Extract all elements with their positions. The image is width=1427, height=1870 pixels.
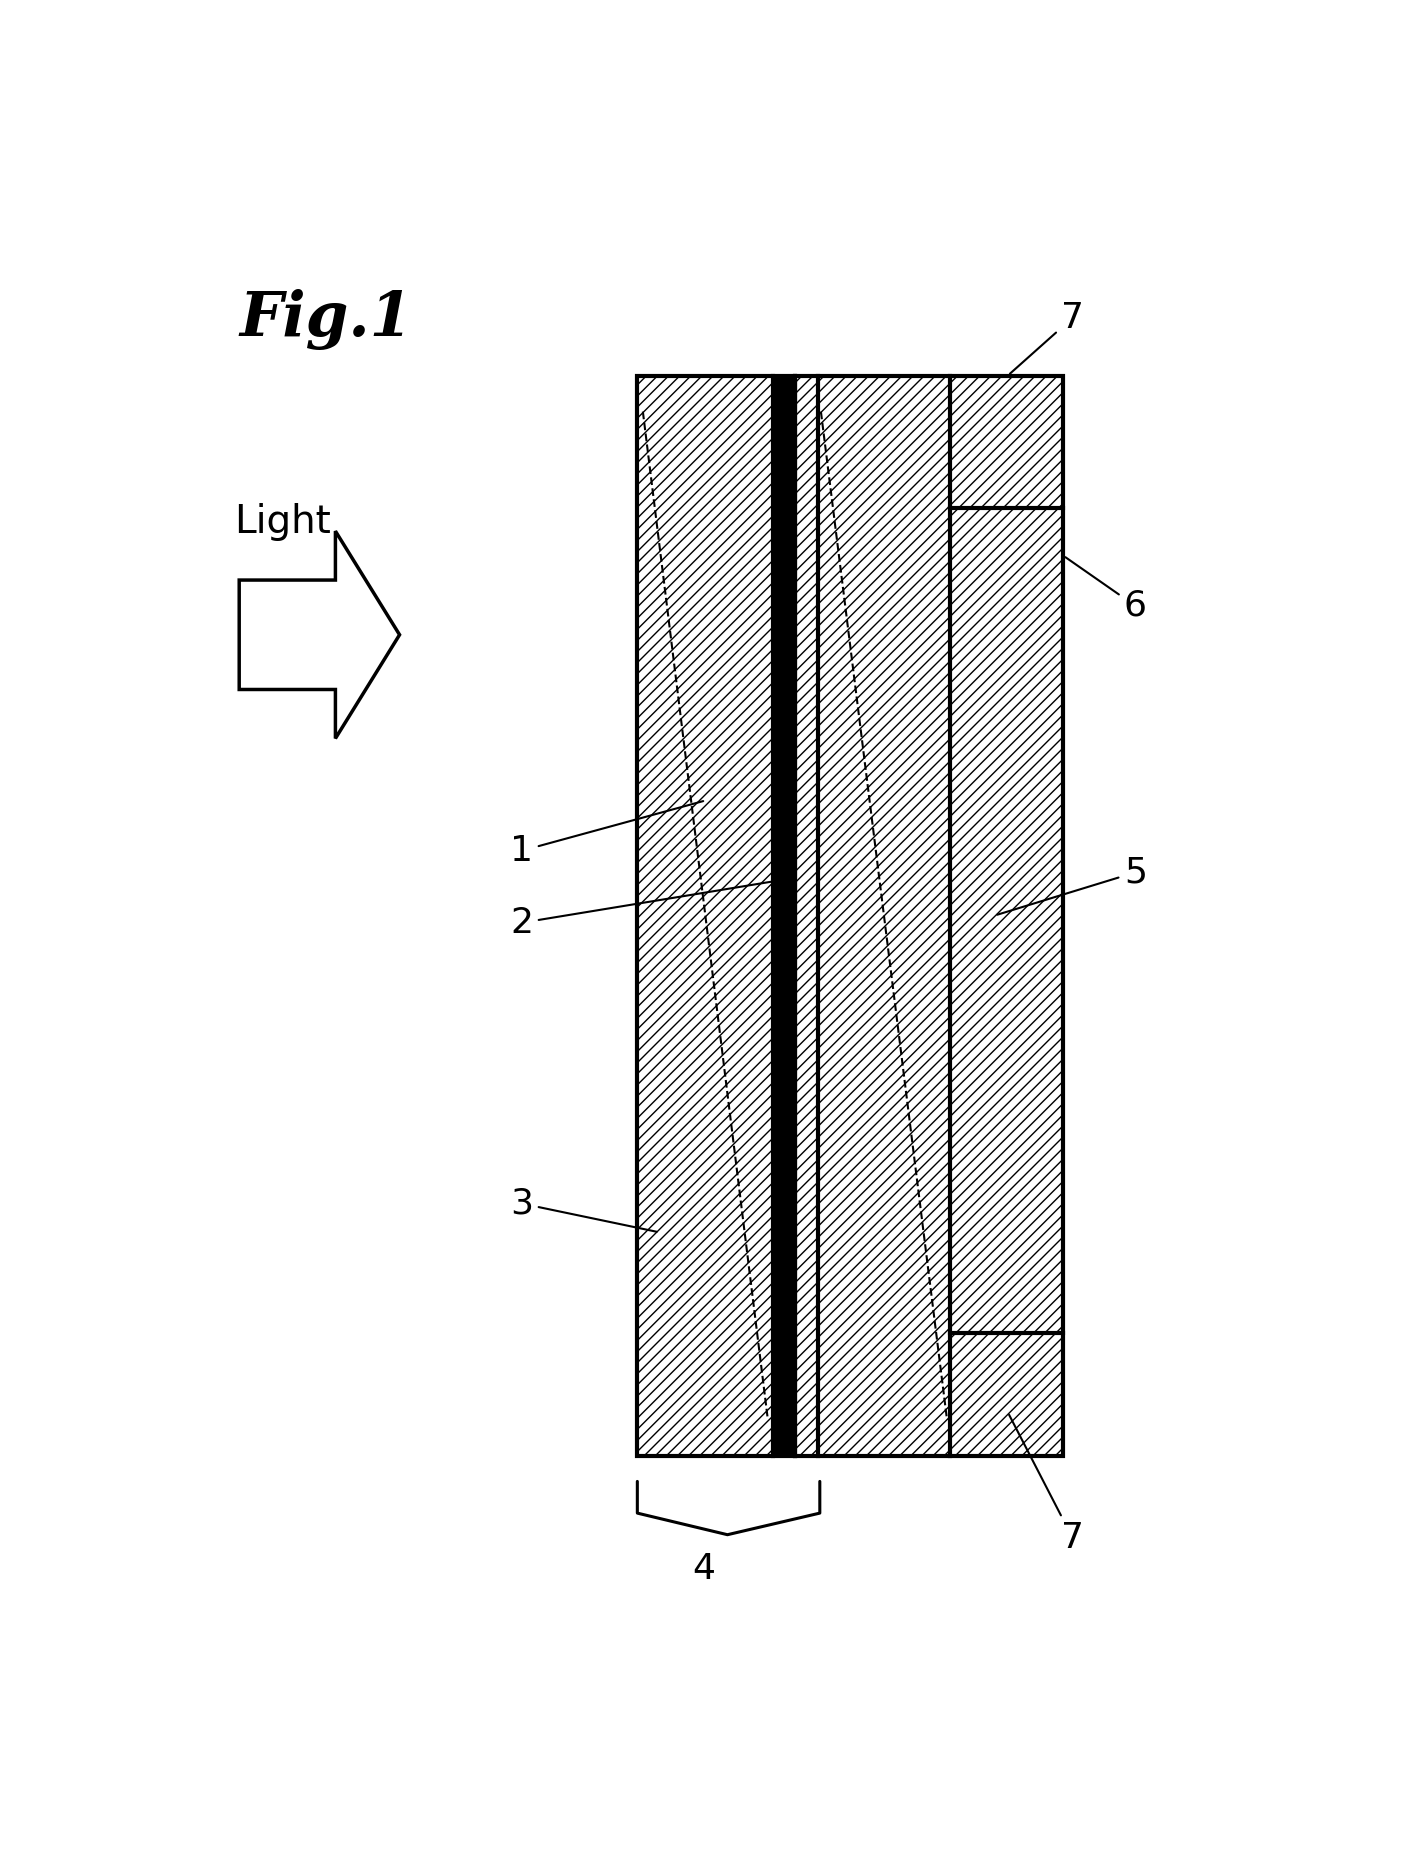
Bar: [795, 376, 818, 1455]
Text: 3: 3: [511, 1187, 656, 1232]
Polygon shape: [240, 531, 400, 739]
Text: 7: 7: [1010, 301, 1085, 374]
Text: 4: 4: [692, 1552, 715, 1586]
Bar: [950, 376, 1063, 509]
Bar: [950, 509, 1063, 1333]
Text: 1: 1: [511, 800, 704, 868]
Text: 2: 2: [511, 881, 782, 941]
Bar: [638, 376, 1063, 1455]
Text: 7: 7: [1009, 1416, 1085, 1554]
Bar: [818, 376, 950, 1455]
Bar: [638, 376, 773, 1455]
Text: 5: 5: [997, 855, 1147, 914]
Text: 6: 6: [1066, 557, 1147, 623]
Text: Light: Light: [234, 503, 331, 540]
Bar: [773, 376, 795, 1455]
Text: Fig.1: Fig.1: [240, 290, 412, 350]
Bar: [950, 1333, 1063, 1455]
